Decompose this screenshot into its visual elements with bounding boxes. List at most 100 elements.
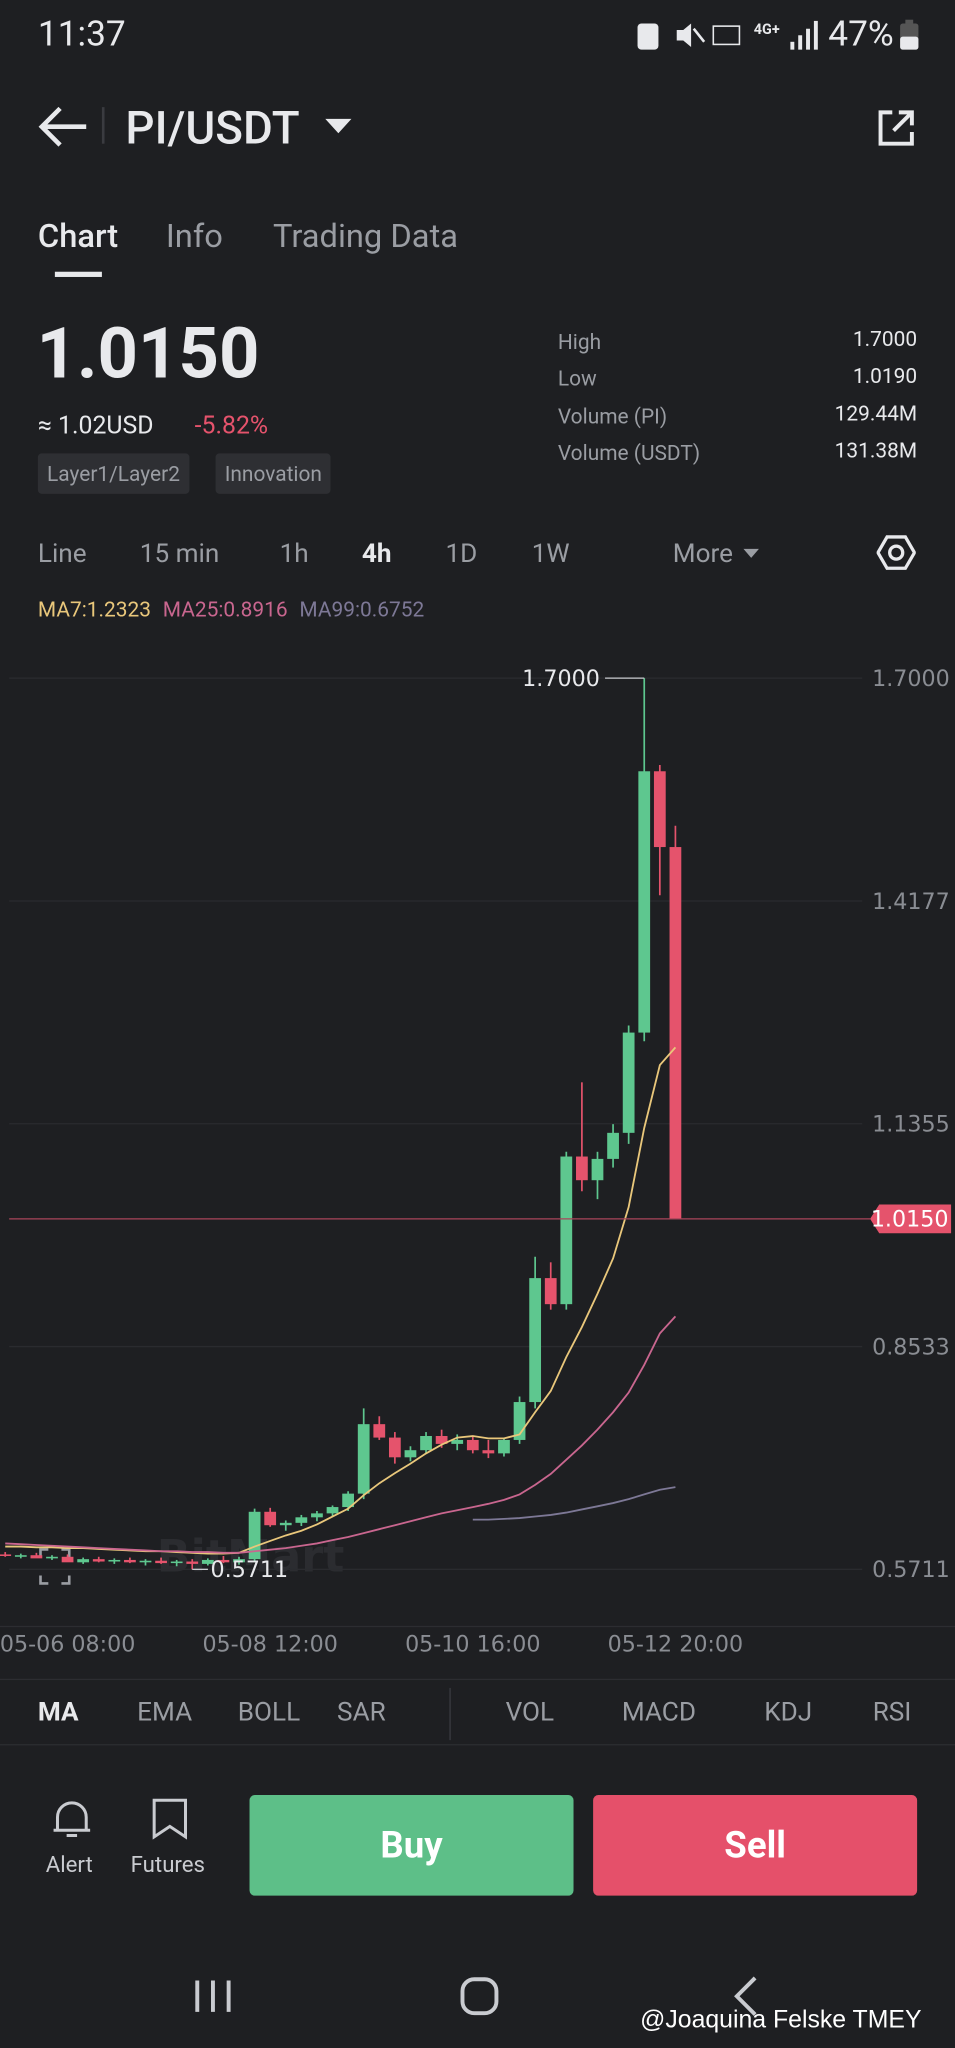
tag[interactable]: Layer1/Layer2 bbox=[37, 453, 190, 494]
candle-body bbox=[653, 771, 666, 848]
pair-title[interactable]: PI/USDT bbox=[125, 101, 300, 156]
interval[interactable]: Line bbox=[37, 536, 87, 569]
futures-icon[interactable] bbox=[150, 1798, 189, 1840]
pair-dropdown[interactable] bbox=[324, 118, 353, 136]
candle-body bbox=[482, 1450, 495, 1454]
candle-body bbox=[186, 1561, 199, 1564]
interval[interactable]: 1W bbox=[531, 536, 570, 569]
candle-body bbox=[233, 1559, 245, 1563]
y-tick-label: 0.8533 bbox=[872, 1334, 950, 1360]
candle-body bbox=[92, 1559, 105, 1562]
interval-more[interactable]: More bbox=[672, 536, 734, 569]
stat-label: High bbox=[557, 329, 602, 355]
indicator[interactable]: SAR bbox=[337, 1695, 386, 1728]
indicator[interactable]: EMA bbox=[137, 1695, 193, 1728]
legend-entry: MA99:0.6752 bbox=[299, 597, 425, 622]
last-price: 1.0150 bbox=[36, 313, 260, 396]
stat-value: 129.44M bbox=[834, 401, 918, 426]
status-time: 11:37 bbox=[37, 13, 126, 55]
candle-body bbox=[201, 1559, 214, 1564]
candle-body bbox=[404, 1450, 417, 1458]
indicator[interactable]: VOL bbox=[505, 1695, 555, 1728]
ma-line bbox=[5, 1315, 677, 1554]
candle-body bbox=[451, 1439, 464, 1444]
indicator[interactable]: RSI bbox=[872, 1695, 912, 1728]
divider bbox=[0, 1744, 955, 1746]
battery-percent: 47% bbox=[828, 13, 894, 55]
candlestick-chart: BitMart 1.70001.41771.13550.85330.57111.… bbox=[0, 666, 955, 1657]
alert-icon[interactable] bbox=[51, 1796, 93, 1840]
tag[interactable]: Innovation bbox=[215, 453, 332, 494]
status-network: 4G+ bbox=[753, 20, 780, 38]
candle-body bbox=[560, 1156, 573, 1305]
candle-body bbox=[170, 1561, 183, 1564]
interval-active[interactable]: 4h bbox=[361, 536, 392, 569]
candle-body bbox=[576, 1156, 588, 1181]
fullscreen-button[interactable] bbox=[39, 1548, 71, 1585]
tab-indicator bbox=[54, 271, 102, 277]
candle-body bbox=[77, 1559, 90, 1563]
indicator[interactable]: MACD bbox=[621, 1695, 696, 1728]
divider bbox=[101, 107, 105, 144]
stat-label: Volume (USDT) bbox=[557, 440, 701, 466]
indicator[interactable]: BOLL bbox=[237, 1695, 301, 1728]
y-tick-label: 0.5711 bbox=[872, 1557, 950, 1583]
interval[interactable]: 15 min bbox=[139, 536, 220, 569]
nav-back[interactable] bbox=[734, 1976, 757, 2016]
status-icons bbox=[637, 23, 741, 50]
ma-legend: MA7:1.2323 MA25:0.8916 MA99:0.6752 bbox=[38, 597, 424, 622]
interval[interactable]: 1D bbox=[445, 536, 478, 569]
candle-body bbox=[61, 1556, 74, 1563]
candle-body bbox=[124, 1559, 136, 1563]
candle-body bbox=[513, 1402, 526, 1440]
x-tick-label: 05-12 20:00 bbox=[608, 1631, 743, 1657]
candle-body bbox=[217, 1559, 230, 1563]
tab-chart[interactable]: Chart bbox=[37, 218, 119, 257]
divider bbox=[0, 1678, 955, 1681]
stat-value: 131.38M bbox=[834, 437, 918, 463]
candle-body bbox=[498, 1439, 510, 1454]
candle-body bbox=[342, 1493, 354, 1508]
alert-label[interactable]: Alert bbox=[45, 1852, 93, 1879]
legend-entry: MA25:0.8916 bbox=[162, 597, 288, 622]
ma-line bbox=[472, 1486, 676, 1521]
divider bbox=[449, 1687, 451, 1741]
buy-button[interactable]: Buy bbox=[249, 1795, 574, 1896]
candle-body bbox=[326, 1507, 339, 1514]
candle-body bbox=[155, 1560, 167, 1564]
candle-body bbox=[607, 1132, 619, 1159]
x-tick-label: 05-06 08:00 bbox=[0, 1631, 135, 1657]
price-change: -5.82% bbox=[194, 410, 269, 441]
candle-body bbox=[622, 1032, 635, 1133]
back-button[interactable] bbox=[37, 105, 92, 149]
candle-body bbox=[420, 1435, 432, 1451]
nav-bar bbox=[195, 1976, 757, 2016]
y-tick-label: 1.4177 bbox=[872, 889, 950, 915]
candle-body bbox=[311, 1513, 323, 1518]
nav-recent[interactable] bbox=[195, 1980, 231, 2012]
stat-label: Low bbox=[557, 365, 597, 391]
signal-icon bbox=[790, 20, 818, 50]
candle-body bbox=[466, 1439, 479, 1451]
settings-button[interactable] bbox=[876, 533, 916, 572]
tab-info[interactable]: Info bbox=[165, 218, 223, 257]
low-label: 0.5711 bbox=[211, 1557, 289, 1583]
legend-entry: MA7:1.2323 bbox=[37, 597, 152, 622]
candle-body bbox=[264, 1511, 277, 1526]
candle-body bbox=[14, 1555, 27, 1557]
candle-body bbox=[139, 1560, 152, 1563]
candle-body bbox=[295, 1517, 308, 1523]
watermark: @Joaquina Felske TMEY bbox=[640, 2006, 922, 2035]
sell-button[interactable]: Sell bbox=[593, 1795, 918, 1896]
interval[interactable]: 1h bbox=[279, 536, 309, 569]
nav-home[interactable] bbox=[460, 1977, 499, 2016]
candle-body bbox=[279, 1522, 292, 1526]
candle-body bbox=[30, 1555, 43, 1559]
candle-body bbox=[373, 1424, 386, 1438]
indicator-active[interactable]: MA bbox=[37, 1695, 79, 1728]
tab-trading-data[interactable]: Trading Data bbox=[273, 218, 459, 257]
candle-body bbox=[669, 847, 682, 1219]
futures-label[interactable]: Futures bbox=[130, 1852, 206, 1879]
share-button[interactable] bbox=[875, 107, 917, 149]
indicator[interactable]: KDJ bbox=[764, 1695, 813, 1728]
